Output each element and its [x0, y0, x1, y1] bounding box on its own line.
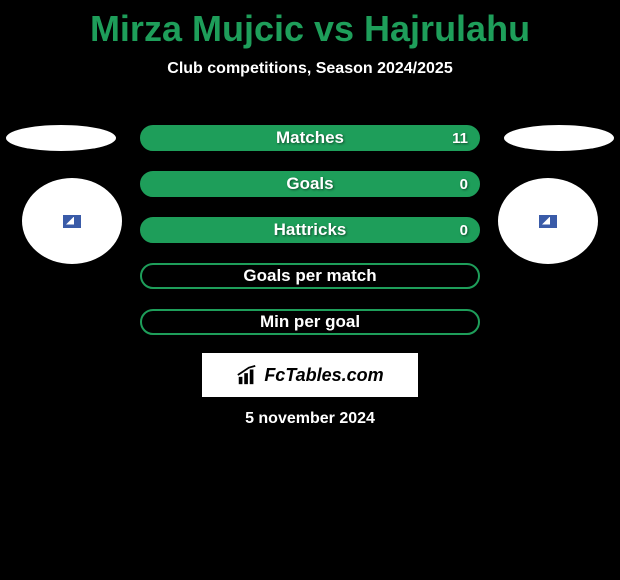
stat-label: Min per goal: [260, 312, 360, 332]
player-right-avatar: [498, 178, 598, 264]
player-left-shadow: [6, 125, 116, 151]
stats-bars: Matches 11 Goals 0 Hattricks 0 Goals per…: [140, 125, 480, 355]
stat-bar: Goals per match: [140, 263, 480, 289]
stat-bar: Min per goal: [140, 309, 480, 335]
stat-label: Hattricks: [274, 220, 347, 240]
flag-icon: [63, 215, 81, 228]
player-right-shadow: [504, 125, 614, 151]
logo-box: FcTables.com: [202, 353, 418, 397]
flag-icon: [539, 215, 557, 228]
player-left-avatar: [22, 178, 122, 264]
page-title: Mirza Mujcic vs Hajrulahu: [0, 0, 620, 50]
stat-label: Goals: [286, 174, 333, 194]
stat-label: Goals per match: [243, 266, 376, 286]
stat-value: 0: [460, 176, 468, 193]
stat-value: 11: [452, 130, 468, 147]
stat-value: 0: [460, 222, 468, 239]
date-text: 5 november 2024: [0, 410, 620, 428]
subtitle: Club competitions, Season 2024/2025: [0, 60, 620, 78]
stat-bar: Hattricks 0: [140, 217, 480, 243]
logo-text: FcTables.com: [264, 365, 383, 386]
stat-bar: Matches 11: [140, 125, 480, 151]
stat-bar: Goals 0: [140, 171, 480, 197]
chart-icon: [236, 364, 258, 386]
stat-label: Matches: [276, 128, 344, 148]
